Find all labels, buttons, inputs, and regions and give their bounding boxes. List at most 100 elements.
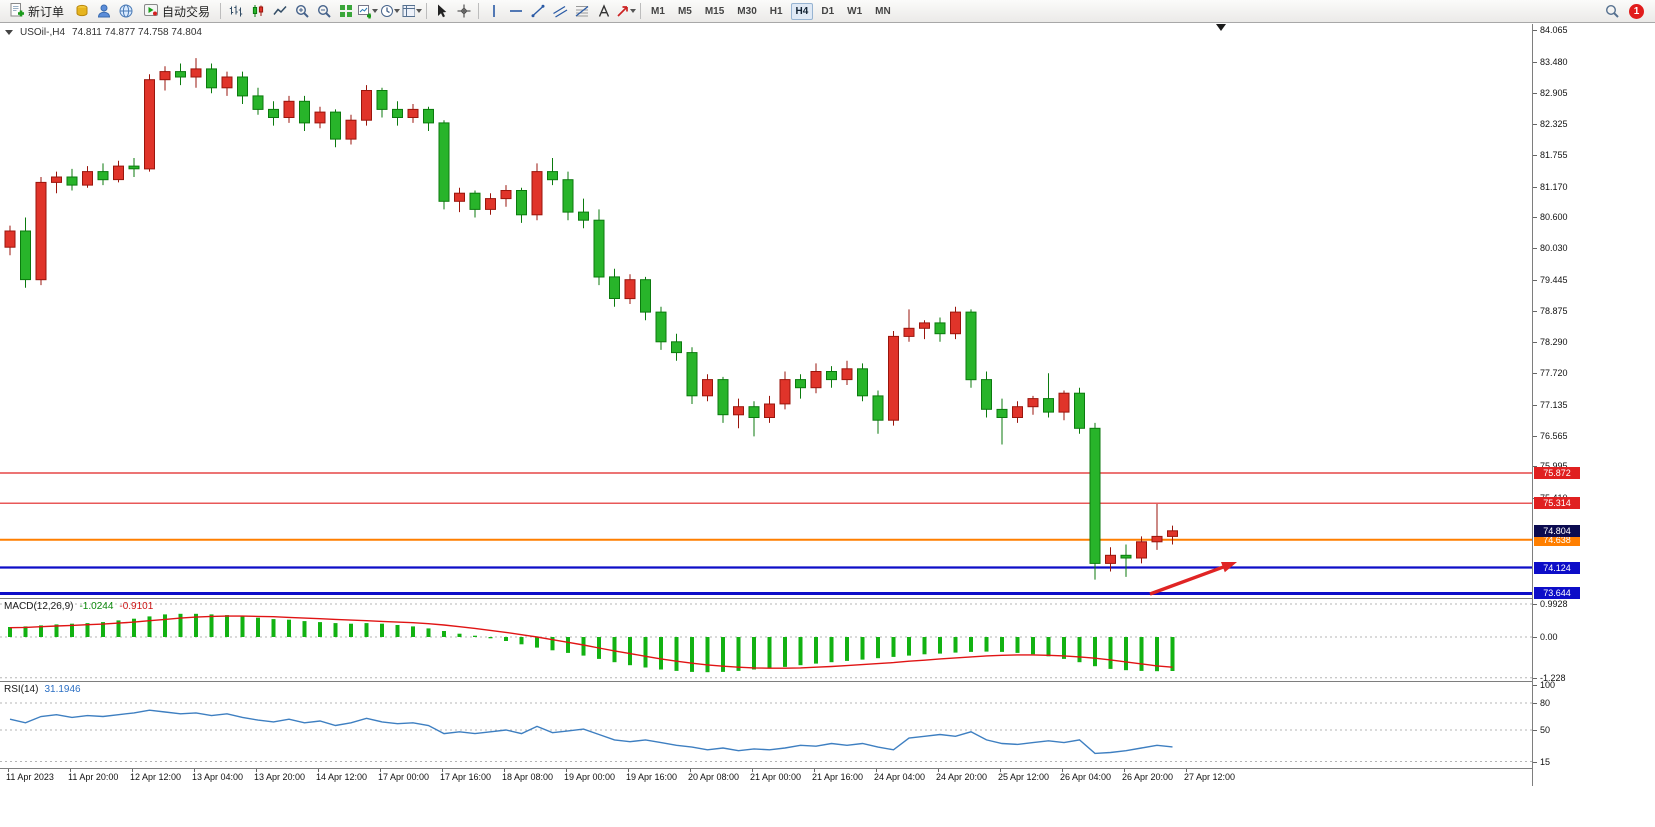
crosshair-tool-icon[interactable] [453,2,474,21]
time-axis-tick [1062,769,1063,772]
time-axis-label: 14 Apr 12:00 [316,772,368,782]
globe-icon[interactable] [115,2,136,21]
rsi-axis-label: 50 [1540,725,1551,735]
user-profile-icon[interactable] [93,2,114,21]
period-dropdown[interactable] [379,2,401,21]
bar-chart-type-icon[interactable] [225,2,246,21]
price-axis-tick [1533,342,1537,343]
rsi-axis-label: 80 [1540,698,1551,708]
arrows-tool-dropdown[interactable] [615,2,637,21]
zoom-out-icon[interactable] [313,2,334,21]
price-axis-label: 78.290 [1540,337,1568,347]
autotrading-button[interactable]: 自动交易 [137,2,216,21]
tf-d1[interactable]: D1 [816,3,839,20]
candlestick-chart-type-icon[interactable] [247,2,268,21]
tf-m30[interactable]: M30 [732,3,761,20]
zoom-in-icon[interactable] [291,2,312,21]
text-tool-icon[interactable] [593,2,614,21]
panel-separator [0,768,1655,769]
new-chart-dropdown[interactable] [357,2,379,21]
horizontal-line-tool-icon[interactable] [505,2,526,21]
tf-m15[interactable]: M15 [700,3,729,20]
time-axis-tick [566,769,567,772]
trendline-tool-icon[interactable] [527,2,548,21]
time-axis-label: 13 Apr 04:00 [192,772,244,782]
macd-name: MACD(12,26,9) [4,601,74,612]
symbol-period-label: USOil-,H4 [20,27,66,38]
level-price-tag: 75.872 [1534,467,1580,479]
tf-m5[interactable]: M5 [673,3,697,20]
time-axis-tick [194,769,195,772]
new-order-button[interactable]: 新订单 [3,2,70,21]
rsi-axis-tick [1533,703,1537,704]
vertical-line-tool-icon[interactable] [483,2,504,21]
tf-h1[interactable]: H1 [765,3,788,20]
time-axis-label: 11 Apr 20:00 [68,772,119,782]
panel-separator[interactable] [0,598,1655,599]
price-axis-label: 81.755 [1540,150,1568,160]
rsi-axis-tick [1533,685,1537,686]
autotrading-icon [143,2,159,21]
tf-m1[interactable]: M1 [646,3,670,20]
macd-signal-value: -0.9101 [119,601,154,612]
price-axis-label: 80.600 [1540,212,1568,222]
time-axis-tick [628,769,629,772]
price-axis-tick [1533,373,1537,374]
price-axis-label: 80.030 [1540,243,1568,253]
macd-canvas[interactable] [0,599,1532,680]
price-axis-label: 84.065 [1540,25,1568,35]
price-axis-label: 75.995 [1540,461,1568,471]
price-axis[interactable]: 84.065 83.480 82.905 82.325 81.755 81.170 80.6… [1533,24,1655,786]
template-dropdown[interactable] [401,2,423,21]
price-axis-label: 78.875 [1540,306,1568,316]
chart-shift-marker[interactable] [1216,24,1226,31]
rsi-canvas[interactable] [0,682,1532,768]
price-axis-tick [1533,436,1537,437]
toolbar-separator [640,3,642,19]
macd-main-value: -1.0244 [79,601,114,612]
channel-tool-icon[interactable] [549,2,570,21]
new-order-icon [9,2,25,21]
time-axis-label: 17 Apr 00:00 [378,772,430,782]
main-chart: USOil-,H4 74.811 74.877 74.758 74.804 [0,24,1532,598]
macd-axis-label: -1.228 [1540,673,1566,683]
time-axis-tick [380,769,381,772]
coins-icon[interactable] [71,2,92,21]
panel-separator[interactable] [0,681,1655,682]
fibonacci-tool-icon[interactable] [571,2,592,21]
tile-windows-icon[interactable] [335,2,356,21]
current-price-tag: 74.804 [1534,525,1580,537]
tf-w1[interactable]: W1 [842,3,867,20]
time-axis-label: 19 Apr 16:00 [626,772,678,782]
price-chart-canvas[interactable] [0,24,1532,598]
tf-mn[interactable]: MN [870,3,896,20]
time-axis[interactable]: 11 Apr 2023 11 Apr 20:00 12 Apr 12:00 13 Ap… [0,769,1532,786]
time-axis-tick [690,769,691,772]
price-axis-tick [1533,93,1537,94]
one-click-trading-toggle[interactable] [5,30,13,35]
tf-h4[interactable]: H4 [790,2,814,20]
rsi-panel: RSI(14) 31.1946 [0,682,1532,768]
price-axis-tick [1533,311,1537,312]
price-axis-label: 77.720 [1540,368,1568,378]
time-axis-label: 20 Apr 08:00 [688,772,740,782]
level-price-tag: 75.314 [1534,497,1580,509]
search-icon[interactable] [1601,2,1622,21]
time-axis-label: 26 Apr 04:00 [1060,772,1112,782]
rsi-label-row: RSI(14) 31.1946 [4,684,81,695]
chevron-down-icon [630,9,637,13]
toolbar-separator [220,3,222,19]
notification-badge[interactable]: 1 [1629,3,1644,19]
macd-panel: MACD(12,26,9) -1.0244 -0.9101 [0,599,1532,680]
line-chart-type-icon[interactable] [269,2,290,21]
price-axis-label: 82.325 [1540,119,1568,129]
time-axis-label: 25 Apr 12:00 [998,772,1050,782]
chevron-down-icon [372,9,379,13]
cursor-tool-icon[interactable] [431,2,452,21]
level-price-tag: 73.644 [1534,587,1580,599]
price-axis-label: 81.170 [1540,182,1568,192]
macd-axis-tick [1533,678,1537,679]
time-axis-tick [504,769,505,772]
time-axis-label: 13 Apr 20:00 [254,772,306,782]
